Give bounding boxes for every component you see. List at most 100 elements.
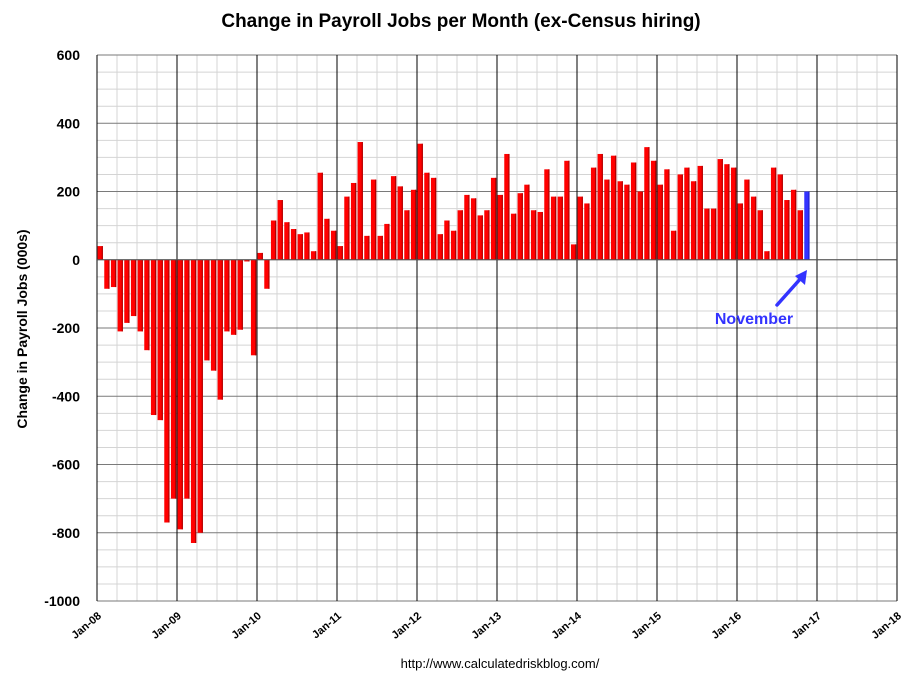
bar-shade [155, 259, 157, 416]
bar [224, 259, 230, 332]
bar [664, 169, 670, 260]
y-tick-label: -400 [52, 388, 80, 404]
x-tick-label: Jan-09 [150, 610, 184, 642]
bar-shade [395, 176, 397, 260]
bar [784, 200, 790, 260]
x-tick-label: Jan-15 [630, 610, 664, 642]
bar-shade [341, 246, 343, 260]
bar [737, 203, 743, 260]
bar [370, 179, 377, 260]
bar [464, 194, 470, 260]
bar-shade [241, 259, 243, 330]
x-tick-label: Jan-13 [470, 610, 504, 642]
bar [790, 189, 797, 260]
bar [490, 177, 497, 260]
bars [97, 142, 810, 543]
bar-shade [401, 186, 403, 260]
bar-shade [588, 203, 590, 260]
bar [417, 143, 423, 260]
bar [277, 200, 283, 260]
bar [557, 196, 563, 260]
bar-shade [775, 167, 777, 260]
bar-shade [748, 179, 750, 260]
bar-shade [475, 198, 477, 260]
y-tick-label: -600 [52, 457, 80, 473]
bar-shade [201, 259, 203, 533]
bar-shade [455, 230, 457, 260]
bar-shade [148, 259, 150, 351]
bar-shade [121, 259, 123, 332]
bar-shade [561, 196, 563, 260]
y-tick-label: -1000 [44, 593, 80, 609]
bar [457, 210, 463, 260]
bar-shade [641, 191, 643, 260]
bar [610, 155, 617, 260]
bar-shade [175, 259, 177, 499]
bar-shade [708, 208, 710, 260]
bar-shade [221, 259, 223, 400]
bar-shade [261, 252, 263, 260]
bar-shade [508, 153, 510, 260]
bar-shade [375, 179, 377, 260]
bar [364, 235, 370, 260]
bar-shade [368, 235, 370, 260]
bar [150, 259, 157, 416]
bar-shade [621, 181, 623, 260]
major-gridlines [96, 54, 898, 602]
bar-shade [495, 177, 497, 260]
bar-shade [481, 215, 483, 260]
bar-shade [615, 155, 617, 260]
bar [764, 251, 770, 260]
bar [670, 230, 677, 260]
annotation-arrow-shaft [775, 275, 804, 307]
bar-highlighted [804, 191, 810, 260]
bar-shade [535, 210, 537, 260]
bar-shade [488, 210, 490, 260]
bar [744, 179, 750, 260]
bar-shade [421, 143, 423, 260]
x-tick-label: Jan-18 [870, 610, 904, 642]
y-tick-label: -200 [52, 320, 80, 336]
bar-shade [548, 169, 550, 260]
bar [164, 259, 170, 523]
chart-title: Change in Payroll Jobs per Month (ex-Cen… [221, 11, 700, 32]
bar [270, 220, 277, 260]
x-tick-label: Jan-14 [550, 610, 585, 642]
bar-shade [715, 208, 717, 260]
bar-shade [381, 235, 383, 260]
bar [717, 159, 723, 260]
bar [570, 244, 577, 260]
bar-shade [468, 194, 470, 260]
bar-shade [321, 172, 323, 260]
bar-shade [501, 194, 503, 260]
x-tick-label: Jan-16 [710, 610, 744, 642]
bar [577, 196, 583, 260]
bar-shade [408, 210, 410, 260]
bar [284, 222, 290, 260]
bar-shade [721, 159, 723, 260]
bar-shade [601, 153, 603, 260]
bar-shade [281, 200, 283, 260]
bar [130, 259, 137, 317]
bar-shade [668, 169, 670, 260]
bar [770, 167, 777, 260]
bar [137, 259, 143, 332]
bar [304, 232, 310, 260]
bar-shade [581, 196, 583, 260]
bar [317, 172, 323, 260]
bar [550, 196, 557, 260]
bar-shade [355, 182, 357, 260]
bar-shade [328, 218, 330, 260]
bar-shade [608, 179, 610, 260]
bar [210, 259, 217, 371]
bar-shade [541, 211, 543, 260]
bar [710, 208, 717, 260]
bar-shade [688, 167, 690, 260]
bar-shade [295, 229, 297, 260]
bar [117, 259, 123, 332]
bar [604, 179, 610, 260]
bar-shade [568, 160, 570, 260]
bar-shade [681, 174, 683, 260]
bar-shade [335, 230, 337, 260]
bar [617, 181, 623, 260]
